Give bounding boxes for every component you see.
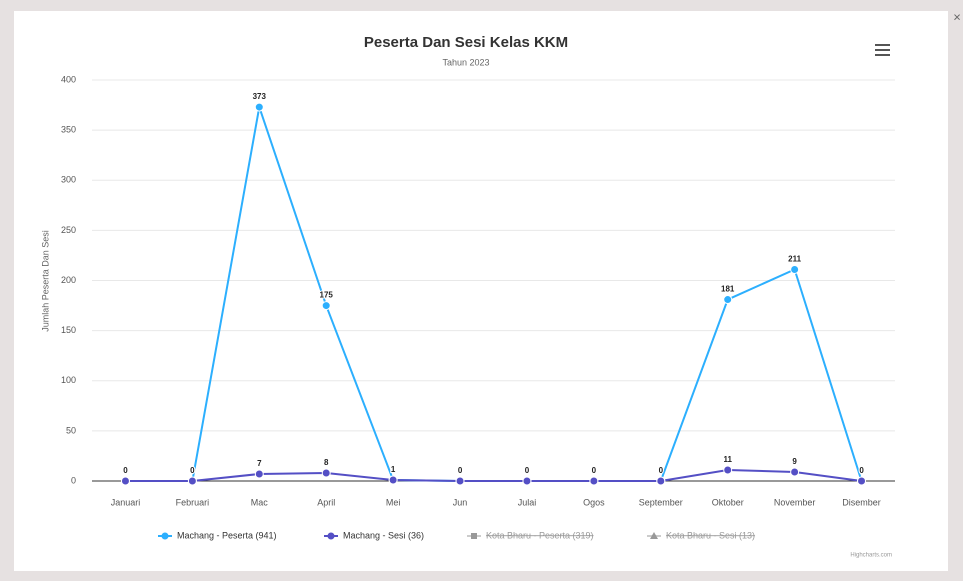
data-label: 0 (123, 466, 128, 475)
series-line (125, 468, 862, 482)
y-tick-label: 300 (61, 175, 76, 185)
chart-subtitle: Tahun 2023 (442, 57, 489, 67)
data-label: 8 (324, 458, 329, 467)
data-label: 1 (391, 465, 396, 474)
credit: Highcharts.com (850, 553, 892, 559)
legend-symbol (471, 533, 477, 539)
close-button[interactable]: × (953, 9, 961, 24)
data-point (857, 476, 867, 486)
data-point (187, 476, 197, 486)
data-label: 0 (592, 466, 597, 475)
y-tick-label: 200 (61, 275, 76, 285)
y-tick-label: 250 (61, 225, 76, 235)
x-tick-label: September (639, 497, 683, 507)
chart-background (14, 11, 948, 571)
y-tick-label: 0 (71, 475, 76, 485)
data-label: 9 (792, 457, 797, 466)
data-point (723, 465, 733, 475)
data-point (790, 467, 800, 477)
x-tick-label: November (774, 497, 816, 507)
data-label: 1 (391, 465, 396, 474)
data-label: 373 (253, 92, 267, 101)
menu-bar (875, 49, 890, 51)
data-label: 0 (458, 466, 463, 475)
data-point (589, 476, 599, 486)
data-label: 0 (659, 466, 664, 475)
data-point (254, 469, 264, 479)
data-label: 0 (659, 466, 664, 475)
legend-item[interactable]: Kota Bharu - Sesi (13) (647, 530, 755, 540)
x-tick-label: Oktober (712, 497, 744, 507)
legend-symbol (161, 532, 169, 540)
data-label: 0 (458, 466, 463, 475)
data-label: 0 (859, 466, 864, 475)
legend-item[interactable]: Kota Bharu - Peserta (319) (467, 530, 594, 540)
y-tick-label: 150 (61, 325, 76, 335)
data-point (120, 476, 130, 486)
legend-symbol (650, 532, 658, 539)
data-label: 0 (592, 466, 597, 475)
x-tick-label: April (317, 497, 335, 507)
data-point (656, 476, 666, 486)
data-point (321, 468, 331, 478)
y-tick-label: 50 (66, 425, 76, 435)
data-label: 175 (320, 291, 334, 300)
data-point (790, 264, 800, 274)
x-tick-label: Julai (518, 497, 537, 507)
data-label: 211 (788, 255, 801, 264)
data-label: 0 (525, 466, 530, 475)
data-point (522, 476, 532, 486)
y-tick-label: 400 (61, 74, 76, 84)
data-label: 0 (190, 466, 195, 475)
data-point (321, 301, 331, 311)
menu-bar (875, 44, 890, 46)
x-tick-label: Mac (251, 497, 269, 507)
data-point (723, 295, 733, 305)
legend-label: Machang - Peserta (941) (177, 530, 277, 540)
x-tick-label: Januari (111, 497, 141, 507)
x-tick-label: Februari (176, 497, 210, 507)
menu-bar (875, 54, 890, 56)
chart-title: Peserta Dan Sesi Kelas KKM (364, 34, 568, 51)
data-point (254, 102, 264, 112)
legend-symbol (327, 532, 335, 540)
legend-label: Kota Bharu - Peserta (319) (486, 530, 594, 540)
y-tick-label: 350 (61, 125, 76, 135)
menu-button[interactable] (875, 44, 890, 56)
data-label: 0 (123, 466, 128, 475)
x-tick-label: Disember (842, 497, 881, 507)
legend-item[interactable]: Machang - Peserta (941) (158, 530, 277, 540)
data-point (455, 476, 465, 486)
data-label: 0 (859, 466, 864, 475)
data-point (388, 475, 398, 485)
x-tick-label: Mei (386, 497, 401, 507)
data-label: 11 (723, 455, 732, 464)
legend-label: Kota Bharu - Sesi (13) (666, 530, 755, 540)
y-tick-label: 100 (61, 375, 76, 385)
data-label: 7 (257, 459, 262, 468)
y-axis-title: Jumlah Peserta Dan Sesi (40, 230, 50, 332)
data-label: 0 (190, 466, 195, 475)
x-tick-label: Jun (453, 497, 468, 507)
legend-label: Machang - Sesi (36) (343, 530, 424, 540)
data-label: 181 (721, 285, 735, 294)
data-label: 0 (525, 466, 530, 475)
legend-item[interactable]: Machang - Sesi (36) (324, 530, 424, 540)
x-tick-label: Ogos (583, 497, 605, 507)
